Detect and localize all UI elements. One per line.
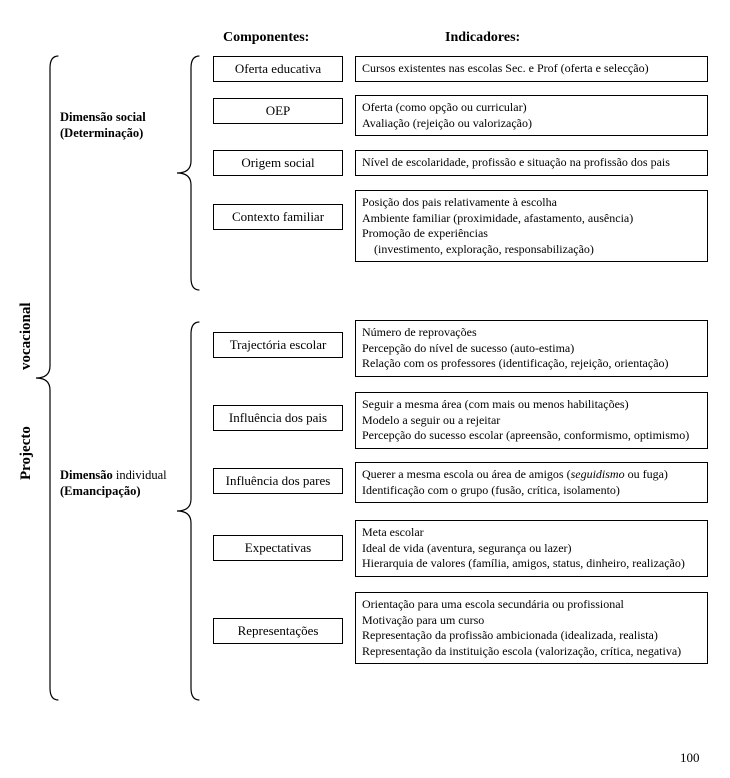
component-box: Trajectória escolar: [213, 332, 343, 358]
dimension-social-title: Dimensão social: [60, 110, 146, 124]
indicator-line: Cursos existentes nas escolas Sec. e Pro…: [362, 61, 701, 77]
component-label: Expectativas: [245, 540, 311, 556]
indicator-box: Meta escolarIdeal de vida (aventura, seg…: [355, 520, 708, 577]
indicator-line: Meta escolar: [362, 525, 701, 541]
component-label: Oferta educativa: [235, 61, 321, 77]
indicator-line: Número de reprovações: [362, 325, 701, 341]
component-box: Contexto familiar: [213, 204, 343, 230]
indicator-line: Promoção de experiências: [362, 226, 701, 242]
indicator-box: Orientação para uma escola secundária ou…: [355, 592, 708, 664]
indicator-line: Ambiente familiar (proximidade, afastame…: [362, 211, 701, 227]
dimension-individual-label: Dimensão individual (Emancipação): [60, 468, 167, 499]
brace-social: [175, 54, 209, 292]
page-number: 100: [680, 750, 700, 766]
indicator-box: Nível de escolaridade, profissão e situa…: [355, 150, 708, 176]
indicator-box: Querer a mesma escola ou área de amigos …: [355, 462, 708, 503]
dimension-individual-title-plain: individual: [116, 468, 167, 482]
indicator-line: Percepção do nível de sucesso (auto-esti…: [362, 341, 701, 357]
dimension-social-subtitle: (Determinação): [60, 126, 143, 140]
component-label: Influência dos pais: [229, 410, 327, 426]
indicator-line: Querer a mesma escola ou área de amigos …: [362, 467, 701, 483]
component-box: Influência dos pais: [213, 405, 343, 431]
indicator-line: Hierarquia de valores (família, amigos, …: [362, 556, 701, 572]
component-label: Influência dos pares: [226, 473, 331, 489]
root-label-line1: Projecto: [18, 426, 35, 480]
dimension-social-label: Dimensão social (Determinação): [60, 110, 146, 141]
brace-individual: [175, 320, 209, 702]
indicator-line: Representação da instituição escola (val…: [362, 644, 701, 660]
indicator-line: Posição dos pais relativamente à escolha: [362, 195, 701, 211]
indicator-line: Seguir a mesma área (com mais ou menos h…: [362, 397, 701, 413]
indicator-line: Ideal de vida (aventura, segurança ou la…: [362, 541, 701, 557]
indicator-line: Representação da profissão ambicionada (…: [362, 628, 701, 644]
indicator-line: Motivação para um curso: [362, 613, 701, 629]
dimension-individual-subtitle: (Emancipação): [60, 484, 141, 498]
indicator-line: Avaliação (rejeição ou valorização): [362, 116, 701, 132]
component-box: Influência dos pares: [213, 468, 343, 494]
indicator-line: Percepção do sucesso escolar (apreensão,…: [362, 428, 701, 444]
indicator-box: Cursos existentes nas escolas Sec. e Pro…: [355, 56, 708, 82]
diagram-canvas: Projecto vocacional Componentes: Indicad…: [0, 0, 730, 778]
component-label: Trajectória escolar: [230, 337, 327, 353]
indicator-box: Posição dos pais relativamente à escolha…: [355, 190, 708, 262]
component-box: Oferta educativa: [213, 56, 343, 82]
indicator-line: Orientação para uma escola secundária ou…: [362, 597, 701, 613]
component-label: Origem social: [241, 155, 314, 171]
component-box: Representações: [213, 618, 343, 644]
component-label: Representações: [238, 623, 319, 639]
component-label: OEP: [266, 103, 291, 119]
indicator-line: Modelo a seguir ou a rejeitar: [362, 413, 701, 429]
indicator-line: Oferta (como opção ou curricular): [362, 100, 701, 116]
component-box: Expectativas: [213, 535, 343, 561]
indicator-line: Identificação com o grupo (fusão, crític…: [362, 483, 701, 499]
component-box: OEP: [213, 98, 343, 124]
indicator-box: Seguir a mesma área (com mais ou menos h…: [355, 392, 708, 449]
indicator-line: (investimento, exploração, responsabiliz…: [362, 242, 701, 258]
indicator-box: Oferta (como opção ou curricular)Avaliaç…: [355, 95, 708, 136]
brace-root: [34, 54, 68, 702]
root-label-line2: vocacional: [18, 303, 35, 371]
indicator-box: Número de reprovaçõesPercepção do nível …: [355, 320, 708, 377]
italic-term: seguidismo: [571, 467, 625, 481]
indicator-line: Nível de escolaridade, profissão e situa…: [362, 155, 701, 171]
header-componentes: Componentes:: [223, 30, 309, 46]
dimension-individual-title-bold: Dimensão: [60, 468, 116, 482]
component-label: Contexto familiar: [232, 209, 324, 225]
header-indicadores: Indicadores:: [445, 30, 520, 46]
component-box: Origem social: [213, 150, 343, 176]
indicator-line: Relação com os professores (identificaçã…: [362, 356, 701, 372]
